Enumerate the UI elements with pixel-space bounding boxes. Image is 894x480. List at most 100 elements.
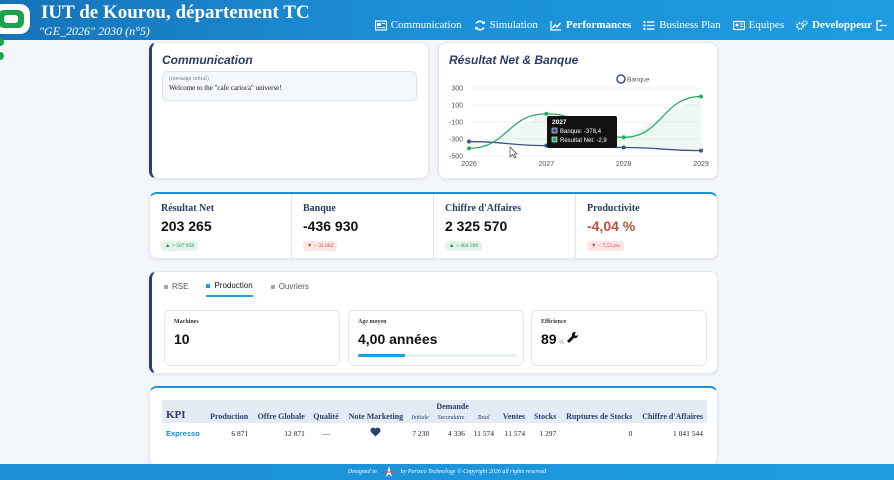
cell-initiale: 7 238 xyxy=(412,428,430,438)
kpi-summary: Résultat Net 203 265 ▲ + 507 658 Banque … xyxy=(149,192,718,259)
mini-label: Machines xyxy=(174,319,199,325)
cell-production: 6 871 xyxy=(231,428,249,438)
nav-simulation[interactable]: Simulation xyxy=(468,19,544,31)
mouse-cursor-icon xyxy=(509,146,518,159)
app-logo-icon[interactable] xyxy=(0,0,34,40)
tab-label: RSE xyxy=(172,282,189,291)
app-subtitle: "GE_2026" 2030 (n°5) xyxy=(39,24,150,38)
nav-equipes[interactable]: Equipes xyxy=(727,19,790,31)
y-tick-label: -100 xyxy=(449,120,463,127)
kpi-delta-badge: ▼ − 7,53 pts xyxy=(587,241,624,251)
data-point xyxy=(621,135,626,140)
y-tick-label: 100 xyxy=(451,103,463,110)
communication-title: Communication xyxy=(162,53,253,67)
cell-stocks: 1 297 xyxy=(539,428,557,438)
col-ventes: Ventes xyxy=(502,412,526,421)
production-card: RSE Production Ouvriers Machines 10 Age … xyxy=(149,271,718,374)
tab-rse[interactable]: RSE xyxy=(164,281,188,297)
tab-ouvriers[interactable]: Ouvriers xyxy=(270,281,309,297)
tooltip-line: Résultat Net: -2,9 xyxy=(560,138,607,144)
col-qualite: Qualité xyxy=(313,412,339,421)
kpi-label: Chiffre d'Affaires xyxy=(445,203,522,214)
mini-value: 89 % xyxy=(541,331,697,347)
list-icon xyxy=(643,20,655,30)
kpi-label: Résultat Net xyxy=(161,203,215,214)
age-card: Age moyen 4,00 années xyxy=(348,310,524,366)
kpi-resultat-net: Résultat Net 203 265 ▲ + 507 658 xyxy=(150,194,292,258)
side-indicator xyxy=(0,38,4,66)
x-tick-label: 2029 xyxy=(693,161,709,168)
nav-label: Equipes xyxy=(748,19,785,31)
tab-production[interactable]: Production xyxy=(206,281,253,297)
kpi-chiffre-affaires: Chiffre d'Affaires 2 325 570 ▲ + 464 509 xyxy=(434,194,576,258)
x-tick-label: 2028 xyxy=(616,161,632,168)
legend-label: Banque xyxy=(627,77,650,84)
cell-note xyxy=(343,423,407,443)
message-box: (message initial) Welcome to the "cafe c… xyxy=(162,71,417,101)
data-point xyxy=(467,139,471,144)
kpi-value: 2 325 570 xyxy=(445,218,508,234)
kpi-productivite: Productivite -4,04 % ▼ − 7,53 pts xyxy=(576,194,717,258)
nav-developpeur[interactable]: Developpeur xyxy=(790,19,894,31)
series-band xyxy=(469,96,701,151)
col-total: Total xyxy=(477,415,490,421)
logout-icon[interactable] xyxy=(876,19,888,31)
tooltip-line: Banque: -378,4 xyxy=(560,129,602,135)
wrench-icon xyxy=(566,331,578,343)
legend-marker xyxy=(616,74,626,84)
kpi-table-card: KPI Production Offre Globale Qualité Not… xyxy=(149,386,718,466)
col-ruptures: Ruptures de Stocks xyxy=(566,412,633,421)
tab-bar: RSE Production Ouvriers xyxy=(164,281,309,297)
cell-total: 11 574 xyxy=(473,428,494,438)
kpi-delta-badge: ▲ + 464 509 xyxy=(445,241,483,251)
tooltip-box xyxy=(547,116,617,148)
data-point xyxy=(467,146,471,151)
kpi-banque: Banque -436 930 ▼ − 32 682 xyxy=(292,194,434,258)
efficience-unit: % xyxy=(558,340,564,346)
cell-ca: 1 041 544 xyxy=(673,428,703,438)
id-card-icon xyxy=(732,20,745,30)
nav-performances[interactable]: Performances xyxy=(544,19,637,31)
footer: Designed in by Parisco Technology © Copy… xyxy=(0,464,894,480)
product-name[interactable]: Expresso xyxy=(166,428,200,438)
y-tick-label: -300 xyxy=(449,137,463,144)
message-text: Welcome to the "cafe carioca" universe! xyxy=(169,84,282,92)
message-label: (message initial) xyxy=(169,76,209,82)
newspaper-icon xyxy=(374,19,387,31)
data-point xyxy=(621,145,626,150)
kpi-table: KPI Production Offre Globale Qualité Not… xyxy=(162,400,707,443)
tooltip-swatch xyxy=(551,136,558,143)
progress-fill xyxy=(358,354,406,357)
kpi-value: -4,04 % xyxy=(587,218,636,234)
nav-communication[interactable]: Communication xyxy=(369,19,468,31)
age-value: 4,00 années xyxy=(358,331,438,347)
kpi-column-header: KPI xyxy=(166,409,186,421)
refresh-icon xyxy=(474,20,485,30)
tooltip-swatch xyxy=(551,127,558,134)
tooltip-title: 2027 xyxy=(552,119,567,126)
nav-label: Business Plan xyxy=(659,19,721,31)
nav-label: Developpeur xyxy=(812,19,872,31)
mini-value: 10 xyxy=(174,331,330,347)
x-tick-label: 2026 xyxy=(461,161,477,168)
cell-ventes: 11 574 xyxy=(504,428,526,438)
mini-label: Efficience xyxy=(541,319,567,325)
footer-copyright: by Parisco Technology © Copyright 2026 a… xyxy=(400,469,547,475)
kpi-delta-badge: ▲ + 507 658 xyxy=(161,241,199,251)
kpi-delta-badge: ▼ − 32 682 xyxy=(303,241,338,251)
col-note: Note Marketing xyxy=(348,412,404,421)
col-secondaire: Secondaire xyxy=(437,415,465,421)
nav-business-plan[interactable]: Business Plan xyxy=(637,19,726,31)
data-point xyxy=(699,94,703,99)
age-progress-bar xyxy=(358,354,516,357)
kpi-label: Banque xyxy=(303,203,336,214)
mini-value: 4,00 années xyxy=(358,331,514,347)
table-row: Expresso 6 871 12 871 — 7 238 4 336 11 5… xyxy=(162,423,707,443)
nav-label: Performances xyxy=(565,19,632,31)
col-production: Production xyxy=(210,412,249,421)
cell-offre: 12 871 xyxy=(284,428,305,438)
tab-label: Production xyxy=(214,281,253,290)
col-ca: Chiffre d'Affaires xyxy=(642,412,703,421)
col-stocks: Stocks xyxy=(533,412,557,421)
